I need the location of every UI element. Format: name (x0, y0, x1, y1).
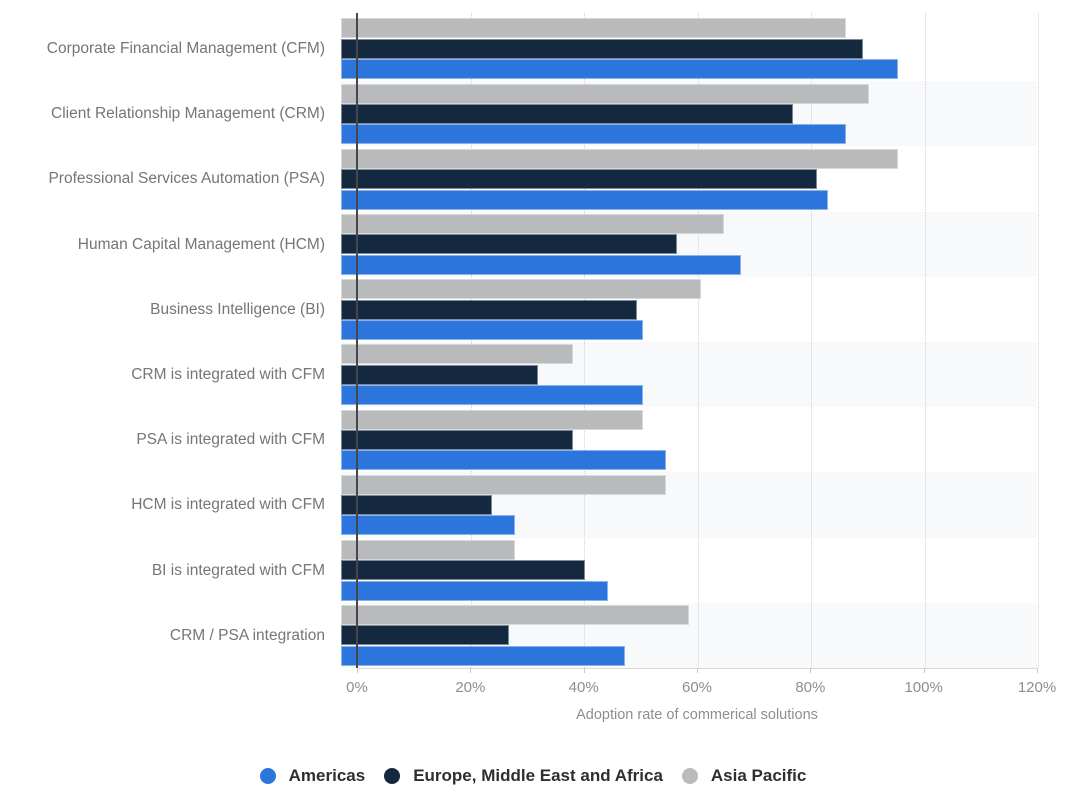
tick-label: 80% (795, 679, 826, 696)
category-track (341, 472, 1037, 538)
legend-label: Europe, Middle East and Africa (413, 766, 663, 785)
bar-asia-pacific (341, 474, 666, 495)
tick-mark (1037, 669, 1038, 673)
chart-row-hcm-is-integrated-with-cfm: HCM is integrated with CFM (0, 472, 1037, 538)
category-label: Business Intelligence (BI) (150, 300, 325, 318)
category-label: CRM / PSA integration (169, 626, 325, 644)
gridline (1038, 13, 1039, 668)
tick-label: 100% (904, 679, 943, 696)
bar-asia-pacific (341, 148, 898, 169)
bar-americas (341, 254, 742, 275)
bar-europe-middle-east-and-africa (341, 364, 539, 385)
category-label: CRM is integrated with CFM (131, 366, 325, 383)
bar-europe-middle-east-and-africa (341, 495, 492, 516)
legend-dot-icon (681, 768, 698, 784)
category-track (341, 407, 1037, 472)
chart-row-corporate-financial-management-cfm: Corporate Financial Management (CFM) (0, 16, 1037, 81)
tick-label: 0% (346, 679, 368, 696)
category-track (341, 211, 1037, 277)
tick-mark (923, 669, 925, 673)
category-track (341, 538, 1037, 603)
bar-americas (341, 59, 898, 80)
chart-row-bi-is-integrated-with-cfm: BI is integrated with CFM (0, 538, 1037, 603)
legend-dot-icon (384, 768, 401, 784)
category-track (341, 341, 1037, 408)
tick-mark (810, 669, 812, 673)
legend-item-americas[interactable]: Americas (259, 766, 366, 786)
chart-row-crm-is-integrated-with-cfm: CRM is integrated with CFM (0, 341, 1037, 408)
legend-label: Americas (288, 766, 366, 785)
bar-asia-pacific (341, 344, 573, 365)
category-track (341, 146, 1037, 211)
category-label: HCM is integrated with CFM (131, 496, 325, 514)
bar-americas (341, 450, 666, 471)
chart-row-human-capital-management-hcm: Human Capital Management (HCM) (0, 211, 1037, 277)
bar-asia-pacific (341, 539, 515, 560)
bar-europe-middle-east-and-africa (341, 560, 585, 581)
category-track (341, 81, 1037, 147)
bar-americas (341, 580, 608, 601)
category-label: BI is integrated with CFM (151, 561, 325, 579)
bar-europe-middle-east-and-africa (341, 103, 794, 124)
bar-europe-middle-east-and-africa (341, 429, 573, 450)
bar-americas (341, 385, 643, 406)
tick-label: 60% (681, 679, 713, 696)
category-label: PSA is integrated with CFM (136, 431, 325, 449)
chart-row-psa-is-integrated-with-cfm: PSA is integrated with CFM (0, 407, 1037, 472)
bar-asia-pacific (341, 18, 846, 39)
tick-mark (470, 669, 472, 673)
legend-item-europe-middle-east-and-africa[interactable]: Europe, Middle East and Africa (384, 766, 663, 786)
bar-asia-pacific (341, 213, 724, 234)
bar-americas (341, 645, 626, 666)
chart-row-professional-services-automation-psa: Professional Services Automation (PSA) (0, 146, 1037, 211)
bar-asia-pacific (341, 409, 643, 430)
bar-asia-pacific (341, 83, 869, 104)
category-track (341, 16, 1037, 81)
tick-mark (357, 669, 358, 673)
chart-row-client-relationship-management-crm: Client Relationship Management (CRM) (0, 81, 1037, 147)
chart-row-crm-psa-integration: CRM / PSA integration (0, 602, 1037, 668)
legend-dot-icon (259, 768, 276, 784)
bar-europe-middle-east-and-africa (341, 299, 637, 320)
tick-label: 120% (1017, 679, 1057, 696)
category-label: Human Capital Management (HCM) (77, 235, 325, 253)
bar-americas (341, 189, 829, 210)
bar-europe-middle-east-and-africa (341, 234, 678, 255)
bar-americas (341, 124, 846, 145)
bar-asia-pacific (341, 605, 689, 626)
category-label: Professional Services Automation (PSA) (48, 170, 325, 188)
x-axis-title: Adoption rate of commerical solutions (576, 707, 818, 723)
tick-label: 20% (455, 679, 486, 696)
bar-europe-middle-east-and-africa (341, 38, 863, 59)
x-axis-line (357, 668, 1038, 669)
bar-europe-middle-east-and-africa (341, 625, 510, 646)
tick-mark (697, 669, 698, 673)
category-track (341, 277, 1037, 342)
plot-rows: Corporate Financial Management (CFM) Clie… (0, 16, 1037, 668)
category-label: Client Relationship Management (CRM) (51, 105, 325, 123)
legend: Americas Europe, Middle East and Africa As… (0, 766, 1066, 786)
tick-mark (583, 669, 585, 673)
bar-americas (341, 515, 515, 536)
category-label: Corporate Financial Management (CFM) (46, 40, 325, 58)
bar-asia-pacific (341, 279, 701, 300)
legend-item-asia-pacific[interactable]: Asia Pacific (681, 766, 807, 786)
category-track (341, 602, 1037, 668)
bar-americas (341, 319, 643, 340)
chart-row-business-intelligence-bi: Business Intelligence (BI) (0, 277, 1037, 342)
bar-europe-middle-east-and-africa (341, 169, 817, 190)
tick-label: 40% (568, 679, 599, 696)
legend-label: Asia Pacific (710, 766, 807, 785)
y-axis-line (356, 13, 358, 668)
